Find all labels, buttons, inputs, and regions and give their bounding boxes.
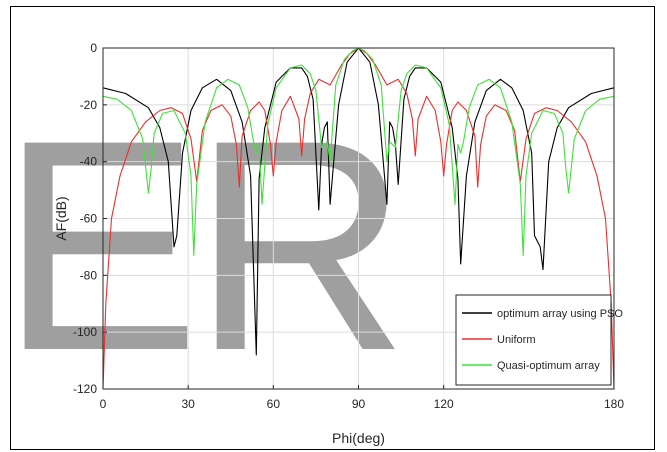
y-tick-label: -40 xyxy=(80,155,98,169)
x-tick-label: 60 xyxy=(267,397,281,411)
x-axis-label: Phi(deg) xyxy=(332,430,385,446)
x-tick-label: 0 xyxy=(100,397,107,411)
figure-frame xyxy=(10,6,655,450)
x-tick-label: 30 xyxy=(181,397,195,411)
axis-ticks: 0 30 60 90 120 180 0 -20 -40 -60 -80 -100 -120 xyxy=(73,41,624,411)
x-tick-label: 90 xyxy=(352,397,366,411)
legend-label: Quasi-optimum array xyxy=(497,360,600,372)
y-tick-label: -100 xyxy=(73,325,97,339)
legend-label: optimum array using PSO xyxy=(497,308,623,320)
legend-label: Uniform xyxy=(497,334,536,346)
y-tick-label: -20 xyxy=(80,98,98,112)
y-axis-label: AF(dB) xyxy=(53,196,69,240)
legend-box xyxy=(455,294,612,386)
legend: optimum array using PSO Uniform Quasi-opti… xyxy=(455,294,623,386)
series-line-1 xyxy=(102,47,615,356)
plot-area-border xyxy=(102,47,615,390)
y-tick-label: -80 xyxy=(80,268,98,282)
x-tick-label: 120 xyxy=(434,397,454,411)
y-tick-label: -60 xyxy=(80,212,98,226)
y-tick-label: -120 xyxy=(73,382,97,396)
y-tick-label: 0 xyxy=(90,41,97,55)
x-tick-label: 180 xyxy=(604,397,624,411)
